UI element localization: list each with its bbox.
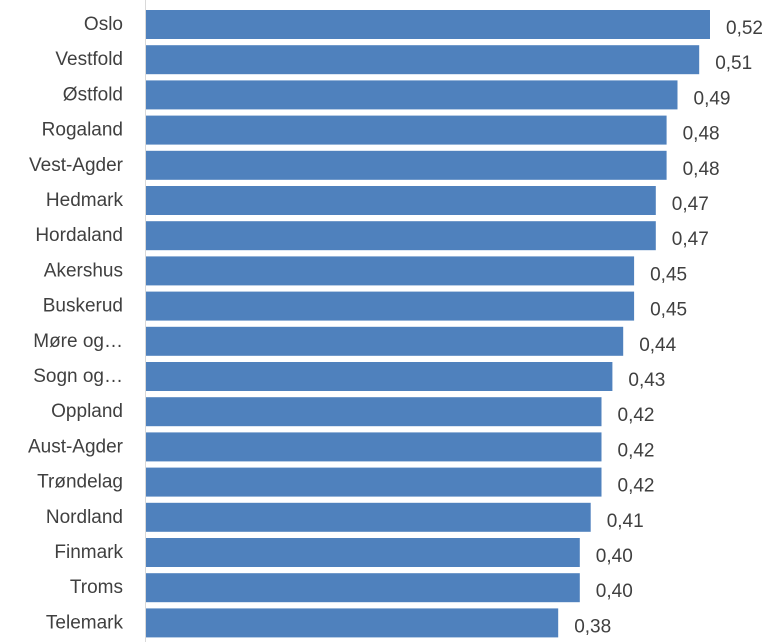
bar xyxy=(146,10,710,39)
category-label: Oslo xyxy=(84,14,123,35)
bar xyxy=(146,291,635,321)
category-label: Hordaland xyxy=(35,225,123,246)
bar xyxy=(146,502,591,532)
category-label: Finmark xyxy=(54,542,123,563)
bar xyxy=(146,256,635,286)
category-label: Telemark xyxy=(46,612,124,633)
value-label: 0,48 xyxy=(683,124,720,145)
category-label: Buskerud xyxy=(43,296,123,317)
value-label: 0,41 xyxy=(607,511,644,532)
category-label: Møre og… xyxy=(33,331,123,352)
category-label: Aust-Agder xyxy=(28,436,124,457)
category-label: Trøndelag xyxy=(37,472,123,493)
bar xyxy=(146,432,602,462)
value-label: 0,47 xyxy=(672,194,709,215)
category-label: Rogaland xyxy=(42,120,123,141)
category-label: Vestfold xyxy=(55,49,123,70)
category-label: Østfold xyxy=(63,84,123,105)
bar xyxy=(146,186,656,215)
bar xyxy=(146,467,602,497)
bar xyxy=(146,573,580,603)
bar xyxy=(146,362,613,391)
category-label: Vest-Agder xyxy=(29,155,124,176)
category-label: Sogn og… xyxy=(33,366,123,387)
value-label: 0,38 xyxy=(574,616,611,637)
bar xyxy=(146,115,667,145)
category-label: Oppland xyxy=(51,401,123,422)
bar xyxy=(146,150,667,180)
value-label: 0,42 xyxy=(618,476,655,497)
value-label: 0,51 xyxy=(715,53,752,74)
category-label: Troms xyxy=(70,577,123,598)
category-label: Nordland xyxy=(46,507,123,528)
category-labels: Oslo Vestfold Østfold Rogaland Vest-Agder Hed… xyxy=(28,14,124,633)
value-label: 0,45 xyxy=(650,264,687,285)
value-label: 0,42 xyxy=(618,440,655,461)
bar xyxy=(146,538,580,567)
value-label: 0,47 xyxy=(672,229,709,250)
bar xyxy=(146,221,656,251)
value-labels: 0,52 0,51 0,49 0,48 0,48 0,47 0,47 0,45 0,45 0,44… xyxy=(574,18,763,637)
bar xyxy=(146,608,559,638)
value-label: 0,43 xyxy=(628,370,665,391)
category-label: Akershus xyxy=(44,260,123,281)
value-label: 0,40 xyxy=(596,546,633,567)
value-label: 0,40 xyxy=(596,581,633,602)
value-label: 0,45 xyxy=(650,300,687,321)
value-label: 0,52 xyxy=(726,18,763,39)
value-label: 0,49 xyxy=(694,88,731,109)
value-label: 0,42 xyxy=(618,405,655,426)
bar xyxy=(146,326,624,356)
bar xyxy=(146,397,602,427)
bars-layer xyxy=(146,10,710,638)
category-label: Hedmark xyxy=(46,190,124,211)
bar xyxy=(146,80,678,110)
bar xyxy=(146,45,700,75)
value-label: 0,48 xyxy=(683,159,720,180)
value-label: 0,44 xyxy=(639,335,676,356)
